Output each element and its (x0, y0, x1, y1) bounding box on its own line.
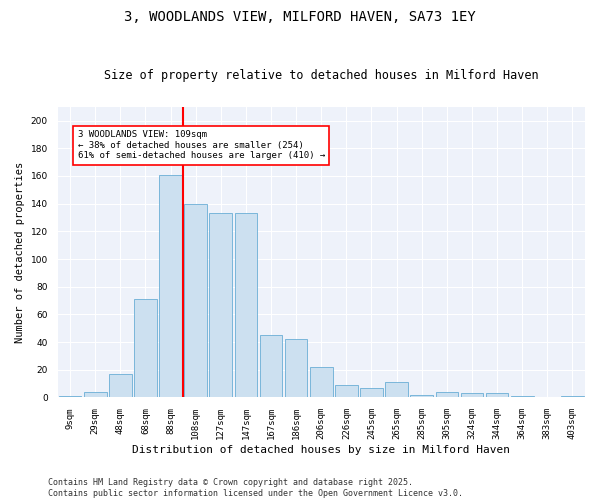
Bar (385, 382, 408, 398)
Bar (486, 394, 508, 398)
Bar (134, 299, 157, 398)
Y-axis label: Number of detached properties: Number of detached properties (15, 162, 25, 343)
X-axis label: Distribution of detached houses by size in Milford Haven: Distribution of detached houses by size … (132, 445, 510, 455)
Bar (511, 396, 533, 398)
Text: 3, WOODLANDS VIEW, MILFORD HAVEN, SA73 1EY: 3, WOODLANDS VIEW, MILFORD HAVEN, SA73 1… (124, 10, 476, 24)
Bar (360, 388, 383, 398)
Title: Size of property relative to detached houses in Milford Haven: Size of property relative to detached ho… (104, 69, 539, 82)
Text: 3 WOODLANDS VIEW: 109sqm
← 38% of detached houses are smaller (254)
61% of semi-: 3 WOODLANDS VIEW: 109sqm ← 38% of detach… (77, 130, 325, 160)
Bar (59, 396, 82, 398)
Bar (235, 214, 257, 398)
Bar (285, 340, 307, 398)
Bar (84, 392, 107, 398)
Bar (335, 385, 358, 398)
Bar (561, 396, 584, 398)
Text: Contains HM Land Registry data © Crown copyright and database right 2025.
Contai: Contains HM Land Registry data © Crown c… (48, 478, 463, 498)
Bar (410, 394, 433, 398)
Bar (461, 394, 483, 398)
Bar (109, 374, 131, 398)
Bar (209, 214, 232, 398)
Bar (310, 367, 332, 398)
Bar (260, 335, 283, 398)
Bar (159, 174, 182, 398)
Bar (184, 204, 207, 398)
Bar (436, 392, 458, 398)
